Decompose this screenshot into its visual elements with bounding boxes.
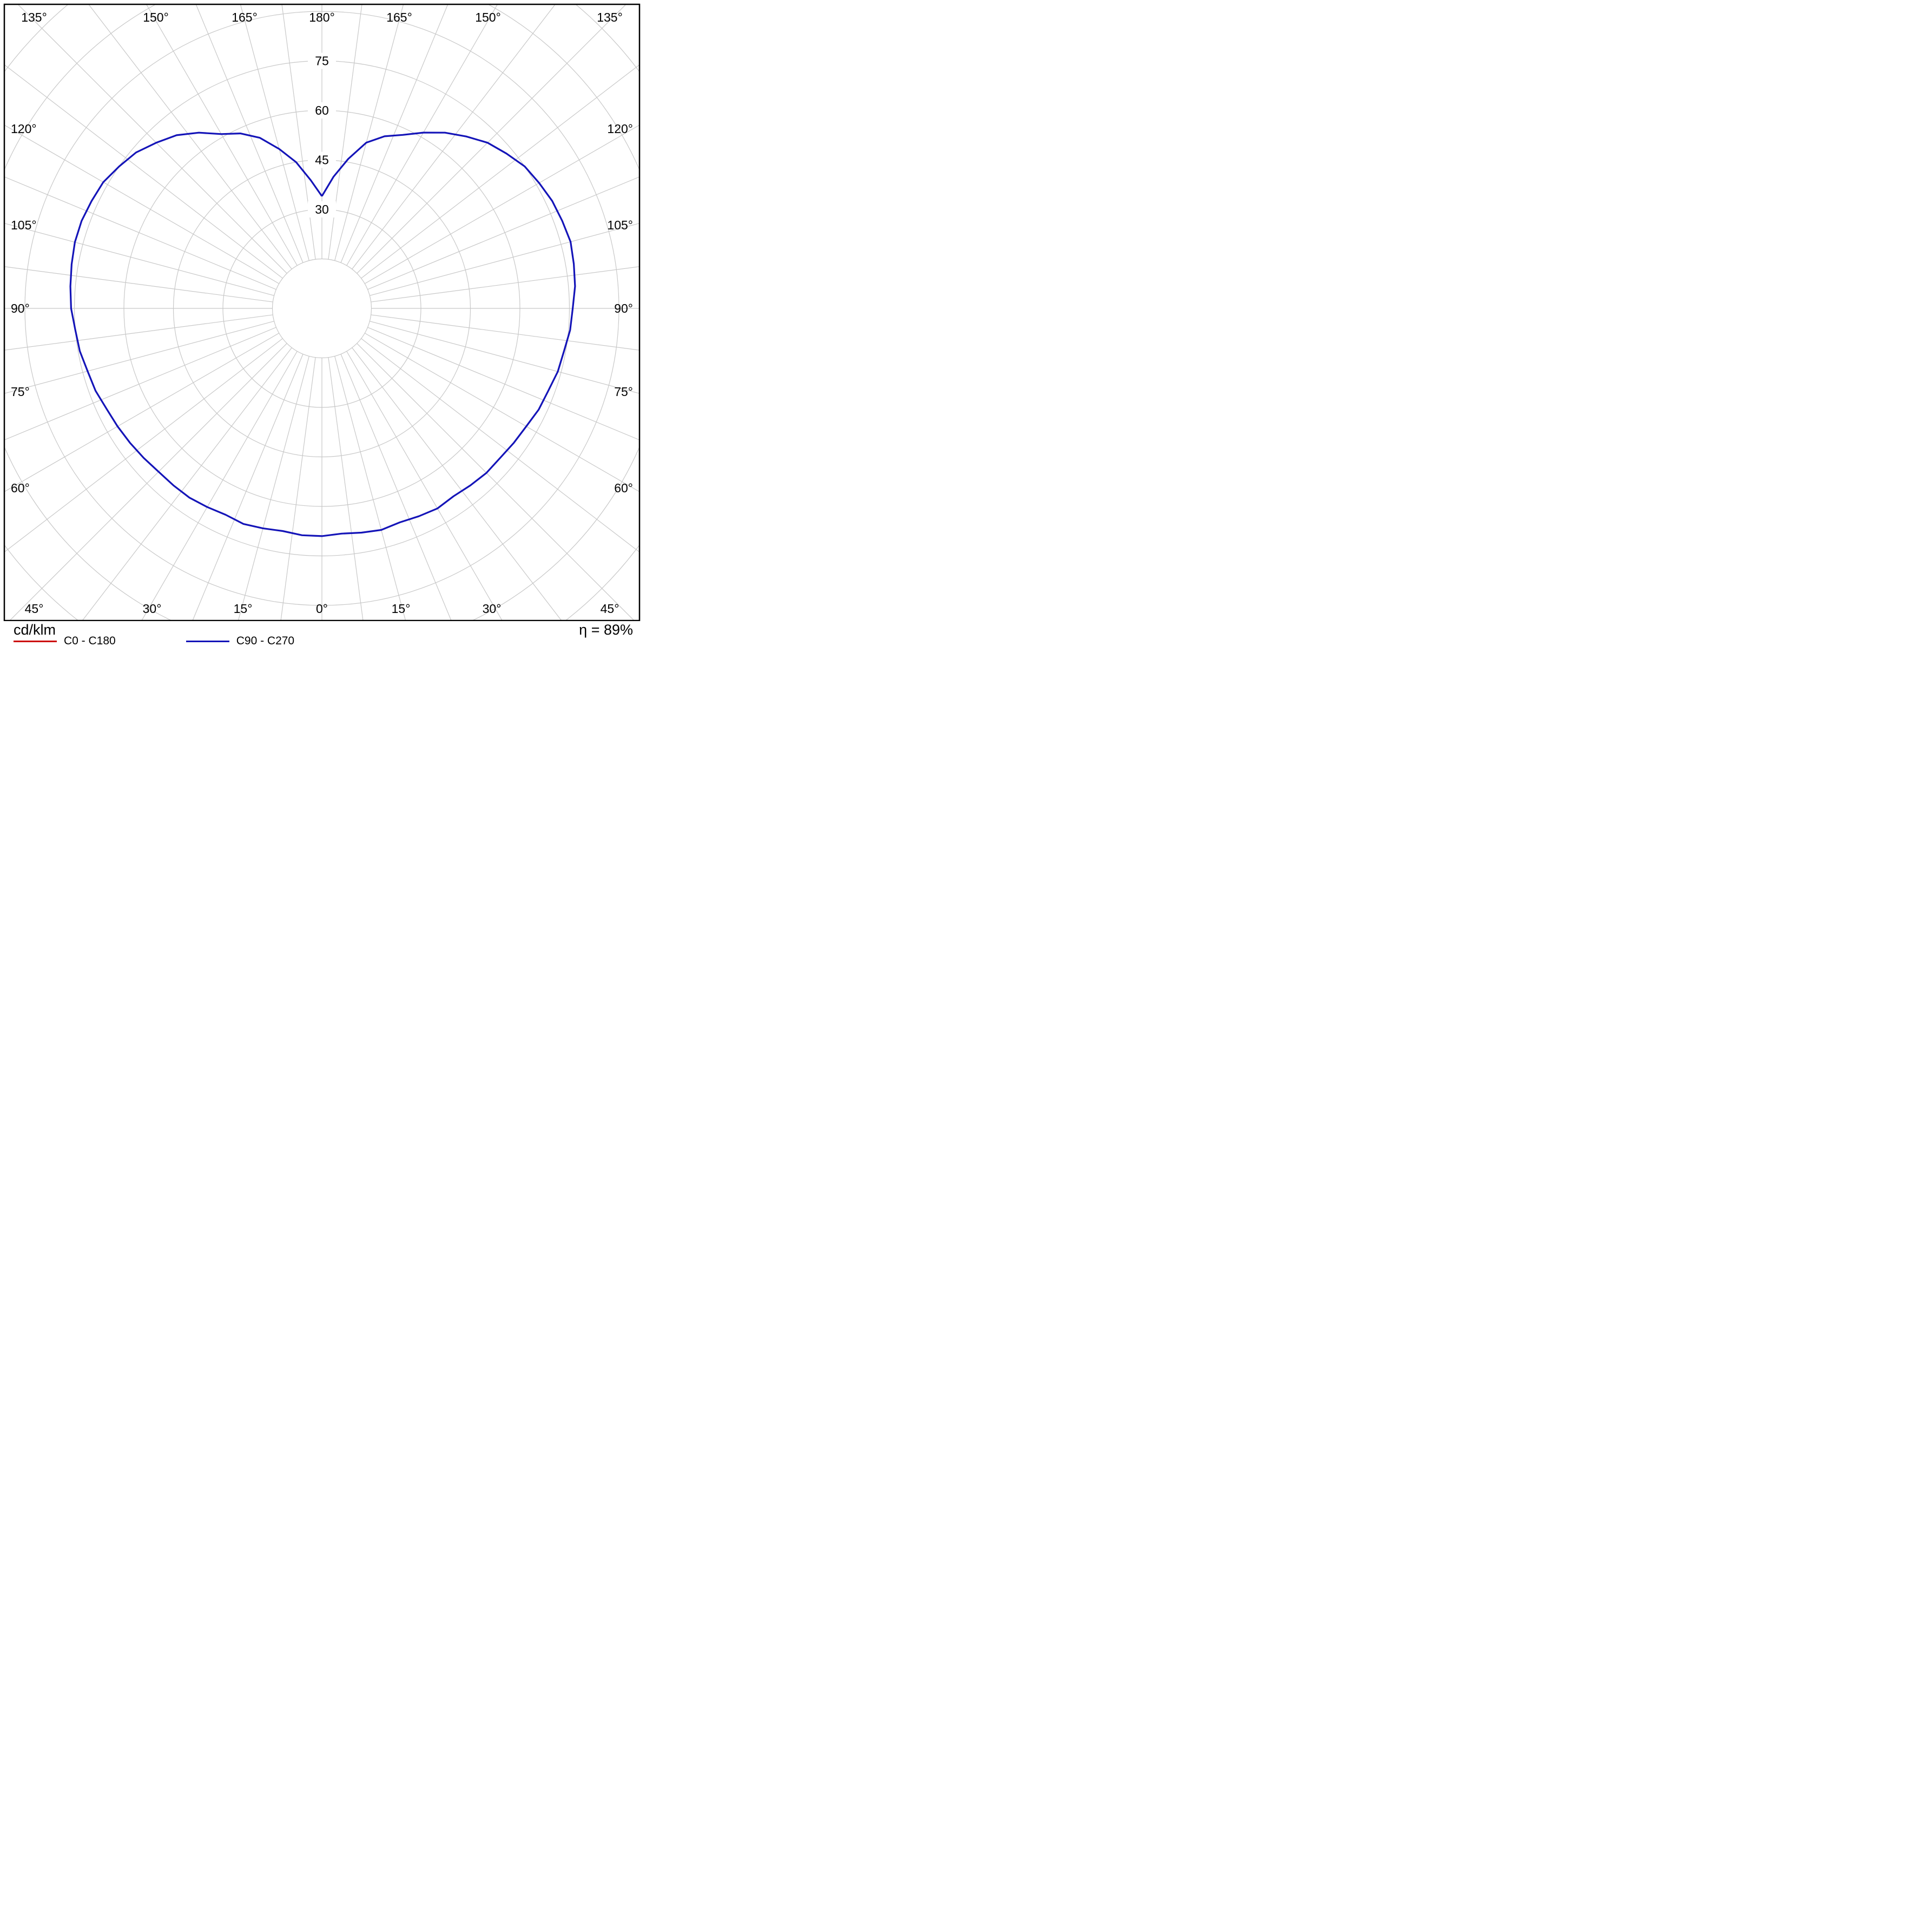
radial-tick-label: 60: [315, 103, 329, 117]
angle-label: 45°: [601, 602, 619, 616]
angle-label: 90°: [11, 301, 30, 315]
angle-label: 45°: [25, 602, 44, 616]
angle-label: 60°: [614, 481, 633, 495]
radial-tick-labels: 30 45 60 75: [308, 52, 336, 217]
angle-label: 60°: [11, 481, 30, 495]
legend-label-c0: C0 - C180: [64, 635, 116, 647]
angle-label: 135°: [597, 10, 623, 24]
angle-label: 30°: [143, 602, 162, 616]
legend: C0 - C180 C90 - C270: [14, 635, 294, 648]
angle-label: 120°: [11, 122, 37, 136]
angle-label: 90°: [614, 301, 633, 315]
angle-label: 105°: [11, 218, 37, 232]
plot-border: [3, 3, 641, 621]
angle-label: 75°: [11, 385, 30, 399]
polar-plot: 30 45 60 75 135° 150° 165° 180° 165° 150° 135° 120°…: [3, 3, 641, 621]
angle-label: 15°: [392, 602, 411, 616]
chart-footer: cd/klm η = 89% C0 - C180 C90 - C270: [0, 621, 644, 647]
angle-label: 0°: [316, 602, 328, 616]
angle-label: 165°: [232, 10, 258, 24]
c90-c270-curve: [69, 131, 576, 537]
polar-chart-frame: 30 45 60 75 135° 150° 165° 180° 165° 150° 135° 120°…: [0, 0, 644, 647]
efficiency-label: η = 89%: [579, 622, 633, 638]
angle-label: 75°: [614, 385, 633, 399]
angle-label: 105°: [607, 218, 633, 232]
angle-label: 15°: [234, 602, 253, 616]
angle-labels: 135° 150° 165° 180° 165° 150° 135° 120° 105° 90° 7…: [11, 10, 633, 616]
angle-label: 150°: [143, 10, 169, 24]
angle-label: 165°: [386, 10, 412, 24]
legend-label-c90: C90 - C270: [236, 635, 295, 647]
angle-label: 30°: [483, 602, 502, 616]
radial-tick-label: 75: [315, 54, 329, 68]
radial-tick-label: 45: [315, 153, 329, 167]
angle-label: 120°: [607, 122, 633, 136]
c0-line-swatch: [14, 640, 57, 642]
unit-label: cd/klm: [14, 622, 56, 638]
c90-line-swatch: [186, 640, 229, 642]
radial-tick-label: 30: [315, 202, 329, 216]
legend-item-c0: C0 - C180: [14, 635, 116, 648]
angle-label: 135°: [21, 10, 47, 24]
angle-label: 150°: [475, 10, 501, 24]
legend-item-c90: C90 - C270: [186, 635, 294, 648]
polar-grid: [5, 5, 639, 620]
angle-label: 180°: [309, 10, 335, 24]
